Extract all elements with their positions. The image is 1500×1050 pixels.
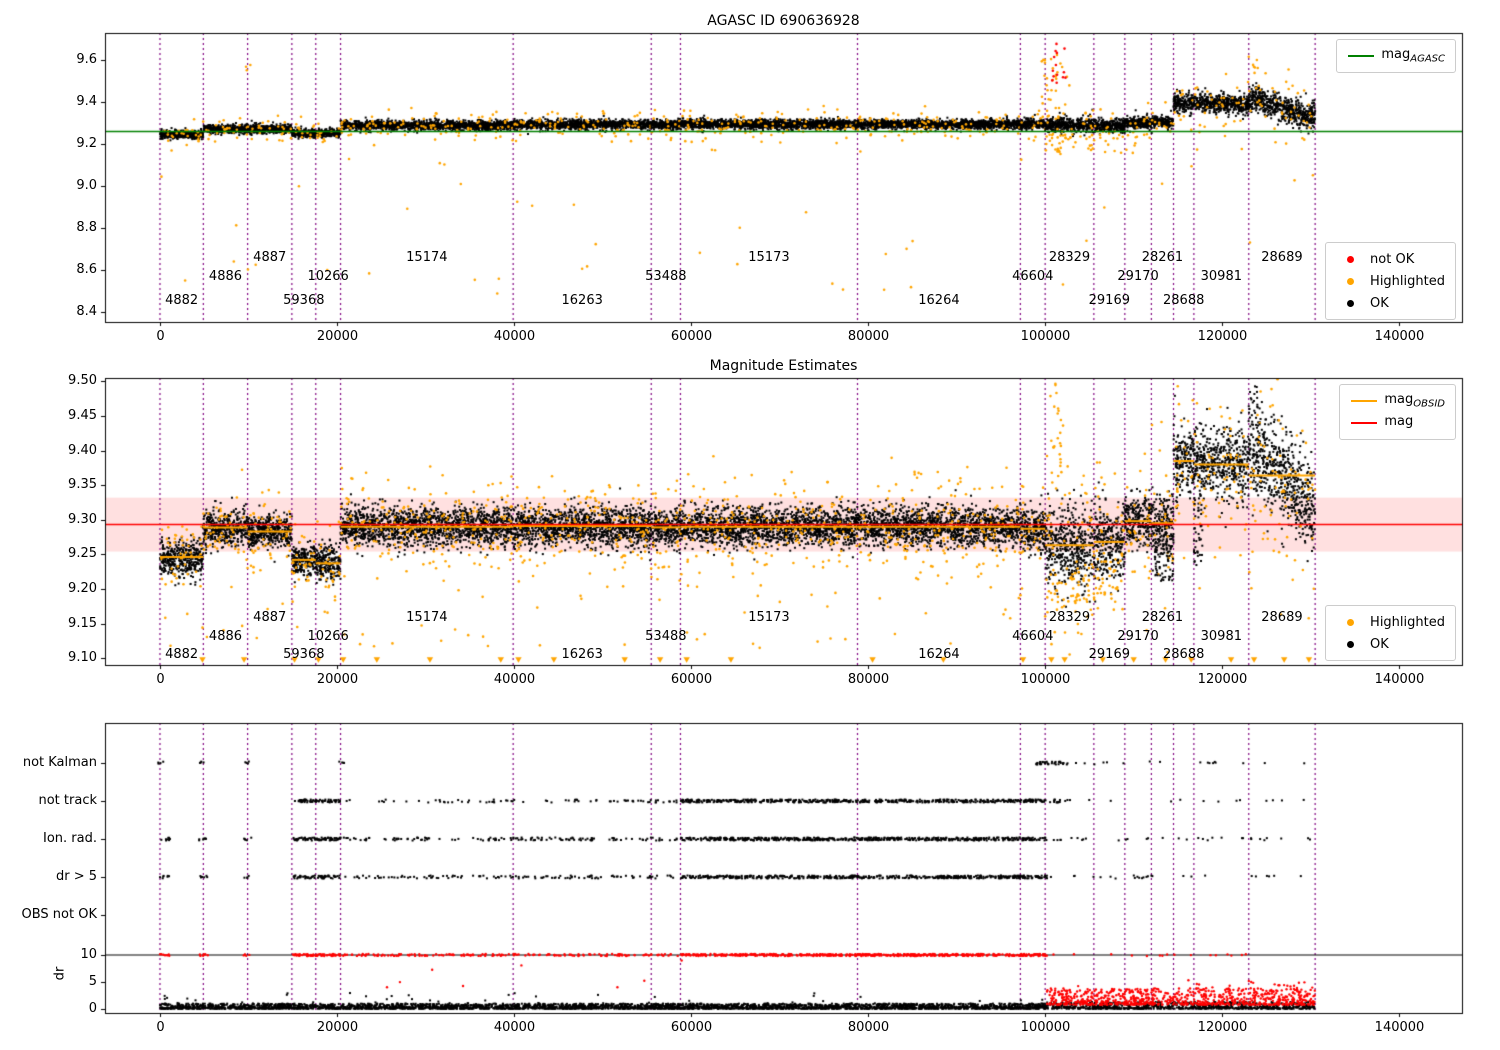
legend-mark: [1336, 277, 1364, 285]
legend-mark: [1336, 640, 1364, 648]
legend-mark: [1350, 400, 1378, 402]
legend-entry-mag: mag: [1350, 412, 1445, 434]
mag-obsid-line-swatch: [1351, 400, 1378, 402]
mag-agasc-line-swatch: [1348, 55, 1375, 57]
legend-entry-highlighted-mid: Highlighted: [1336, 611, 1445, 633]
not-ok-dot-swatch: [1346, 255, 1354, 263]
legend-entry-mag-agasc: magAGASC: [1347, 45, 1445, 67]
highlighted-dot-swatch: [1346, 277, 1354, 285]
top-chart-title: AGASC ID 690636928: [707, 13, 860, 29]
legend-mark: [1347, 55, 1375, 57]
legend-entry-not-ok: not OK: [1336, 248, 1445, 270]
dr-axis-label: dr: [52, 966, 68, 981]
legend-label-mag-agasc: magAGASC: [1381, 47, 1445, 65]
legend-entry-ok-mid: OK: [1336, 633, 1445, 655]
highlighted-dot-swatch: [1346, 618, 1354, 626]
legend-mag-obsid: magOBSID mag: [1339, 384, 1456, 440]
ok-dot-swatch: [1346, 640, 1354, 648]
middle-chart-title: Magnitude Estimates: [709, 358, 858, 374]
legend-mark: [1336, 618, 1364, 626]
legend-entry-mag-obsid: magOBSID: [1350, 390, 1445, 412]
legend-top-points: not OK Highlighted OK: [1325, 242, 1456, 320]
legend-label-mag-obsid: magOBSID: [1384, 392, 1445, 410]
legend-middle-points: Highlighted OK: [1325, 605, 1456, 661]
mag-line-swatch: [1351, 422, 1378, 424]
legend-label-highlighted: Highlighted: [1370, 273, 1445, 289]
ok-dot-swatch: [1346, 299, 1354, 307]
legend-entry-ok: OK: [1336, 292, 1445, 314]
legend-label-highlighted-mid: Highlighted: [1370, 614, 1445, 630]
legend-entry-highlighted: Highlighted: [1336, 270, 1445, 292]
legend-mark: [1336, 255, 1364, 263]
legend-label-mag: mag: [1384, 414, 1414, 430]
legend-label-not-ok: not OK: [1370, 251, 1415, 267]
legend-mark: [1350, 422, 1378, 424]
legend-mag-agasc: magAGASC: [1336, 39, 1456, 73]
legend-label-ok: OK: [1370, 295, 1389, 311]
legend-mark: [1336, 299, 1364, 307]
legend-label-ok-mid: OK: [1370, 636, 1389, 652]
